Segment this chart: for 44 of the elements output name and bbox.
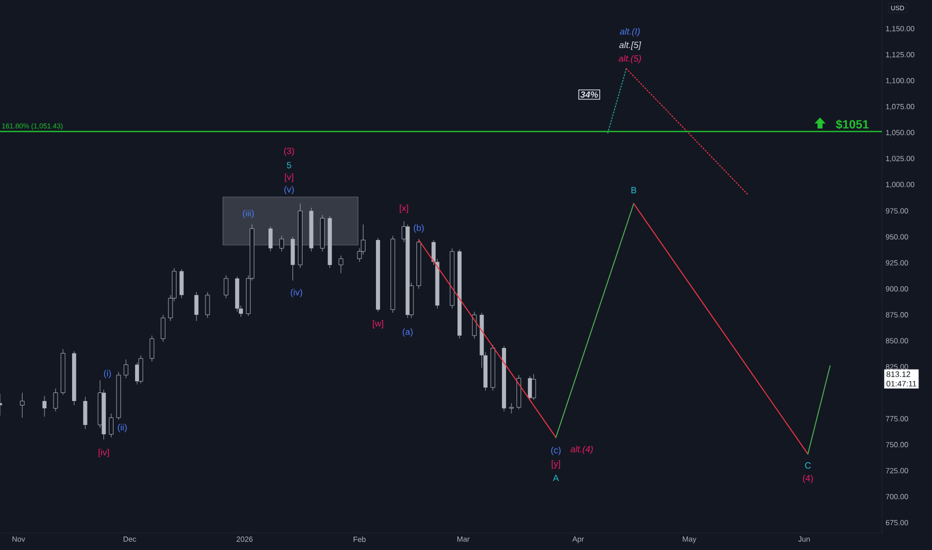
annotation: (ii) <box>118 424 127 432</box>
candlestick <box>124 359 128 378</box>
candlestick <box>205 292 210 318</box>
annotation: C <box>805 462 811 469</box>
annotation: alt.(I) <box>620 28 640 36</box>
candlestick <box>224 275 228 298</box>
candlestick <box>509 402 514 414</box>
candlestick <box>194 292 198 322</box>
annotation: [x] <box>400 204 408 214</box>
candlestick <box>279 236 284 252</box>
candlestick <box>20 392 25 418</box>
annotation: (3) <box>284 148 294 156</box>
annotation: alt.[5] <box>619 42 642 50</box>
candlestick <box>180 268 184 298</box>
annotation: (b) <box>414 224 424 233</box>
candlestick <box>160 314 166 342</box>
candlestick <box>150 335 154 362</box>
annotation: [w] <box>372 320 384 328</box>
annotation: (c) <box>551 446 561 456</box>
candlestick <box>53 388 58 412</box>
annotation: [y] <box>552 460 560 469</box>
candlestick <box>108 413 114 438</box>
annotation: (iii) <box>242 210 254 218</box>
candlestick <box>472 311 477 339</box>
annotation: (a) <box>402 328 413 337</box>
annotation: B <box>631 187 636 194</box>
annotation: alt.(4) <box>570 446 593 454</box>
annotation: A <box>552 474 559 482</box>
candlestick <box>138 355 144 384</box>
candlestick <box>531 374 536 400</box>
annotation: (v) <box>284 186 294 194</box>
annotation: 5 <box>286 162 292 168</box>
annotation: [v] <box>284 173 294 182</box>
annotation: 34% <box>580 91 598 98</box>
annotation: alt.(5) <box>618 55 641 64</box>
candlestick <box>42 396 47 417</box>
annotation: (4) <box>802 474 813 484</box>
annotation: [iv] <box>98 448 109 458</box>
annotation: (i) <box>104 370 111 378</box>
annotation: (iv) <box>290 288 302 298</box>
candlestick <box>268 226 273 252</box>
annotation: $1051 <box>836 120 869 130</box>
candlestick <box>338 255 344 274</box>
candlestick <box>83 396 88 430</box>
